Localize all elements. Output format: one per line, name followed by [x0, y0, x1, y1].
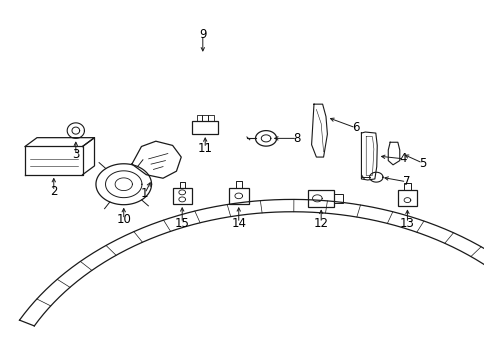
- Bar: [228, 188, 248, 204]
- Bar: [172, 188, 191, 204]
- Text: 7: 7: [402, 175, 409, 188]
- Text: 12: 12: [313, 217, 328, 230]
- Text: 14: 14: [231, 217, 246, 230]
- Text: 1: 1: [141, 187, 148, 200]
- Bar: [334, 194, 342, 203]
- Text: 6: 6: [351, 121, 359, 134]
- Text: 13: 13: [399, 217, 414, 230]
- Text: 2: 2: [50, 185, 58, 198]
- Text: 15: 15: [174, 217, 189, 230]
- Text: 4: 4: [399, 152, 407, 165]
- Text: 8: 8: [293, 132, 300, 145]
- Bar: [192, 121, 218, 135]
- Text: 11: 11: [197, 142, 212, 155]
- Bar: [307, 190, 334, 207]
- Text: 10: 10: [116, 213, 131, 226]
- Text: 9: 9: [199, 28, 206, 41]
- Text: 5: 5: [418, 157, 426, 170]
- Text: 3: 3: [72, 148, 80, 161]
- Bar: [398, 190, 416, 206]
